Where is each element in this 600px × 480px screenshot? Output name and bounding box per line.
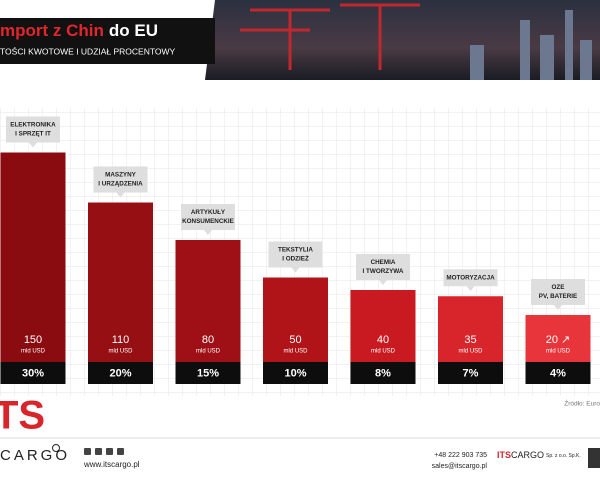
share-box	[263, 362, 328, 384]
category-label: CHEMIA	[371, 259, 396, 266]
unit-label: mld USD	[283, 349, 308, 355]
website: www.itscargo.pl	[83, 460, 140, 469]
logo-cargo: CARGO	[0, 447, 70, 464]
category-label: I TWORZYWA	[363, 268, 404, 275]
category-label: MASZYNY	[105, 172, 137, 179]
category-pointer	[291, 267, 300, 273]
share-label: 7%	[463, 367, 479, 379]
category-label: ELEKTRONIKA	[10, 122, 56, 129]
share-label: 10%	[284, 367, 306, 379]
bar	[525, 315, 591, 362]
title-band	[0, 18, 215, 64]
subtitle: TOŚCI KWOTOWE I UDZIAŁ PROCENTOWY	[0, 45, 176, 56]
qr-code	[588, 448, 600, 468]
category-pointer	[466, 286, 475, 292]
value-label: 20 ↗	[546, 334, 571, 346]
category-label: I ODZIEŻ	[282, 255, 309, 263]
unit-label: mld USD	[21, 349, 46, 355]
brand: ITSCARGO Sp. z o.o. Sp.K.	[497, 450, 581, 460]
value-label: 35	[464, 334, 476, 346]
bar	[0, 152, 66, 362]
value-label: 150	[24, 334, 42, 346]
unit-label: mld USD	[458, 349, 483, 355]
bar	[350, 290, 416, 362]
share-box	[525, 362, 591, 384]
unit-label: mld USD	[196, 349, 221, 355]
category-label: I URZĄDZENIA	[98, 181, 143, 188]
category-box	[356, 254, 410, 280]
share-label: 4%	[550, 367, 566, 379]
category-label: MOTORYZACJA	[446, 274, 495, 281]
share-label: 30%	[22, 367, 44, 379]
title-red: mport z Chin	[0, 21, 104, 40]
share-box	[350, 362, 416, 384]
brand-its: ITS	[497, 450, 511, 460]
category-pointer	[554, 305, 562, 310]
bars: 150 mld USD 30% ELEKTRONIKA I SPRZĘT IT 110 ml…	[0, 116, 591, 384]
category-box	[531, 279, 585, 305]
category-box	[93, 166, 148, 193]
title-white: do EU	[109, 21, 158, 40]
category-box	[6, 116, 60, 143]
social-icons	[84, 448, 124, 455]
unit-label: mld USD	[546, 349, 571, 355]
bar	[263, 277, 328, 362]
email: sales@itscargo.pl	[432, 463, 488, 470]
brand-cargo: CARGO	[511, 450, 544, 460]
category-box	[268, 241, 323, 268]
bar	[438, 296, 503, 362]
source: Źródło: Euro	[564, 399, 600, 408]
share-label: 20%	[109, 367, 131, 379]
category-box	[181, 204, 235, 230]
bar	[88, 202, 153, 362]
category-label: KONSUMENCKIE	[182, 218, 234, 225]
share-box	[0, 362, 66, 384]
share-label: 8%	[375, 367, 391, 379]
category-label: TEKSTYLIA	[278, 247, 313, 254]
bar	[175, 240, 241, 362]
category-label: OZE	[552, 284, 565, 291]
category-label: PV, BATERIE	[539, 293, 578, 300]
share-box	[175, 362, 241, 384]
share-box	[88, 362, 153, 384]
category-label: ARTYKUŁY	[191, 209, 226, 216]
category-pointer	[204, 230, 212, 235]
unit-label: mld USD	[108, 349, 133, 355]
category-pointer	[29, 142, 37, 148]
skyline	[470, 10, 592, 80]
unit-label: mld USD	[371, 349, 396, 355]
share-box	[438, 362, 503, 384]
value-label: 40	[377, 334, 389, 346]
brand-suffix: Sp. z o.o. Sp.K.	[546, 453, 581, 459]
logo-ts: TS	[0, 394, 45, 438]
category-pointer	[116, 192, 125, 198]
value-label: 80	[202, 334, 214, 346]
value-label: 50	[289, 334, 301, 346]
header-photo	[205, 0, 600, 80]
crane-decoration	[240, 3, 420, 70]
title: mport z Chin do EU	[0, 21, 158, 40]
value-label: 110	[112, 334, 130, 346]
category-pointer	[379, 280, 387, 285]
category-box	[443, 269, 498, 287]
share-label: 15%	[197, 367, 219, 379]
category-label: I SPRZĘT IT	[15, 131, 51, 138]
phone: +48 222 903 735	[434, 452, 487, 459]
registered-mark	[52, 444, 60, 452]
